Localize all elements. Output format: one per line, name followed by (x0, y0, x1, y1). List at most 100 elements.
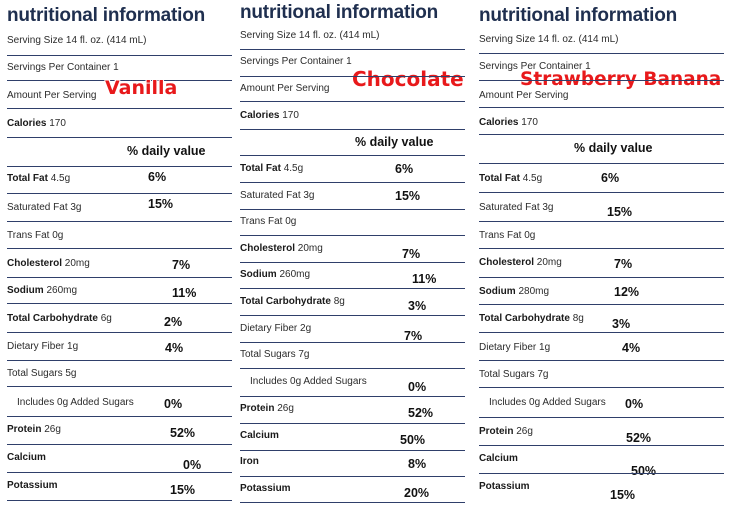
calories-label: Calories (479, 117, 519, 128)
nutrient-name: Potassium (240, 483, 291, 494)
calories-value: 170 (49, 118, 66, 129)
nutrient-name: Total Sugars (240, 349, 296, 360)
nutrient-amount: 20mg (297, 243, 323, 254)
nutrient-row-cholesterol: Cholesterol 20mg (7, 258, 90, 269)
nutrient-name: Total Fat (240, 163, 281, 174)
nutrient-row-calcium: Calcium (7, 452, 46, 463)
nutrient-amount: 26g (516, 426, 533, 437)
nutrient-pct: 52% (408, 406, 434, 420)
nutrient-pct: 6% (148, 170, 167, 184)
divider (240, 288, 465, 289)
nutrient-name: Calcium (479, 453, 518, 464)
calories-row: Calories 170 (479, 117, 538, 128)
nutrient-row-total-sugars: Total Sugars 7g (479, 369, 549, 380)
divider (7, 137, 232, 138)
nutrient-name: Dietary Fiber (240, 323, 298, 334)
serving-size: Serving Size 14 fl. oz. (414 mL) (7, 35, 147, 46)
divider (240, 49, 465, 50)
divider (7, 472, 232, 473)
nutrient-row-iron: Iron (240, 456, 259, 467)
nutrient-pct: 11% (172, 286, 197, 300)
nutrient-row-protein: Protein 26g (479, 426, 533, 437)
divider (7, 248, 232, 249)
nutrient-row-total-sugars: Total Sugars 5g (7, 368, 77, 379)
nutrient-name: Sodium (7, 285, 44, 296)
divider (479, 387, 724, 388)
servings-per-container: Servings Per Container 1 (479, 61, 591, 72)
divider (240, 368, 465, 369)
divider (7, 193, 232, 194)
serving-size: Serving Size 14 fl. oz. (414 mL) (240, 30, 380, 41)
nutrient-row-total-carbohydrate: Total Carbohydrate 8g (479, 313, 584, 324)
nutrient-row-trans-fat: Trans Fat 0g (240, 216, 296, 227)
divider (479, 332, 724, 333)
panel-title: nutritional information (7, 5, 206, 26)
nutrient-name: Protein (479, 426, 514, 437)
nutrient-name: Dietary Fiber (479, 342, 537, 353)
nutrient-pct: 7% (172, 258, 191, 272)
servings-per-container: Servings Per Container 1 (240, 56, 352, 67)
nutrient-row-total-sugars: Total Sugars 7g (240, 349, 310, 360)
nutrient-row-potassium: Potassium (479, 481, 530, 492)
nutrient-amount: 8g (572, 313, 584, 324)
nutrient-amount: 20mg (64, 258, 90, 269)
divider (7, 360, 232, 361)
nutrient-row-cholesterol: Cholesterol 20mg (240, 243, 323, 254)
nutrient-pct: 6% (601, 171, 620, 185)
divider (240, 423, 465, 424)
divider (479, 417, 724, 418)
nutrient-row-added-sugars: Includes 0g Added Sugars (250, 376, 367, 387)
nutrient-row-total-carbohydrate: Total Carbohydrate 6g (7, 313, 112, 324)
nutrient-name: Potassium (479, 481, 530, 492)
nutrient-pct: 0% (625, 397, 644, 411)
divider (479, 277, 724, 278)
divider (7, 277, 232, 278)
divider (479, 360, 724, 361)
divider (479, 53, 724, 54)
nutrient-pct: 20% (404, 486, 430, 500)
divider (479, 248, 724, 249)
divider (240, 342, 465, 343)
servings-per-container: Servings Per Container 1 (7, 62, 119, 73)
nutrient-amount: 20mg (536, 257, 562, 268)
nutrient-name: Protein (240, 403, 275, 414)
nutrient-pct: 15% (607, 205, 633, 219)
divider (240, 101, 465, 102)
nutrition-panel-vanilla: nutritional information Serving Size 14 … (7, 0, 232, 506)
nutrient-name: Saturated Fat (240, 190, 301, 201)
nutrient-name: Protein (7, 424, 42, 435)
divider (7, 386, 232, 387)
nutrient-row-saturated-fat: Saturated Fat 3g (240, 190, 315, 201)
nutrient-row-protein: Protein 26g (240, 403, 294, 414)
nutrient-pct: 0% (183, 458, 202, 472)
divider (240, 155, 465, 156)
divider (7, 108, 232, 109)
nutrient-pct: 15% (170, 483, 196, 497)
divider (7, 416, 232, 417)
divider (240, 235, 465, 236)
divider (479, 304, 724, 305)
divider (240, 76, 465, 77)
nutrient-name: Trans Fat (240, 216, 283, 227)
divider (479, 192, 724, 193)
panel-title: nutritional information (479, 5, 678, 26)
nutrient-row-total-fat: Total Fat 4.5g (7, 173, 70, 184)
nutrition-panel-chocolate: nutritional information Serving Size 14 … (240, 0, 465, 506)
nutrition-panel-strawberry-banana: nutritional information Serving Size 14 … (479, 0, 729, 506)
nutrient-amount: 4.5g (50, 173, 71, 184)
nutrient-amount: 6g (100, 313, 112, 324)
nutrient-name: Total Fat (7, 173, 48, 184)
nutrient-name: Total Fat (479, 173, 520, 184)
nutrient-amount: 0g (285, 216, 297, 227)
nutrient-row-dietary-fiber: Dietary Fiber 1g (479, 342, 550, 353)
nutrient-amount: 0g (52, 230, 64, 241)
divider (240, 262, 465, 263)
nutrient-name: Potassium (7, 480, 58, 491)
nutrient-pct: 11% (412, 272, 437, 286)
nutrient-name: Dietary Fiber (7, 341, 65, 352)
nutrient-amount: 26g (44, 424, 61, 435)
nutrient-name: Trans Fat (479, 230, 522, 241)
nutrient-name: Saturated Fat (7, 202, 68, 213)
nutrient-name: Trans Fat (7, 230, 50, 241)
nutrient-row-total-carbohydrate: Total Carbohydrate 8g (240, 296, 345, 307)
